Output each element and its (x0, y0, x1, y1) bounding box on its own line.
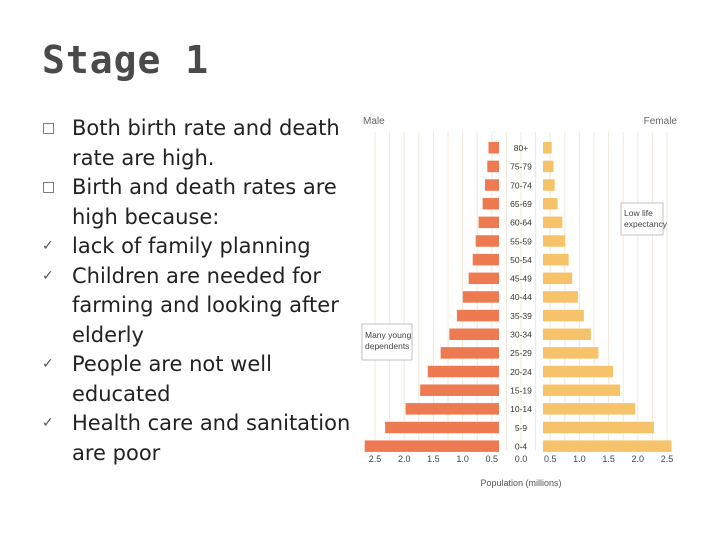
x-tick-label: 0.5 (544, 454, 557, 464)
bullet-text: Birth and death rates are high because: (72, 175, 337, 229)
bullet-text: Health care and sanitation are poor (72, 411, 351, 465)
female-bar (543, 272, 573, 285)
female-bar (543, 440, 672, 452)
female-bar (543, 235, 566, 247)
female-bar (543, 197, 558, 210)
check-bullet-icon: ✓ (42, 238, 54, 254)
bullet-item: ✓ Children are needed for farming and loo… (42, 262, 352, 351)
age-label: 50-54 (510, 255, 532, 265)
male-bar (427, 365, 499, 378)
male-bar (484, 179, 499, 191)
x-tick-label: 0.5 (486, 454, 499, 464)
x-axis-label: Population (millions) (480, 478, 561, 488)
x-tick-label: 2.0 (632, 454, 645, 464)
age-label: 40-44 (510, 292, 532, 302)
age-label: 45-49 (510, 274, 532, 284)
square-bullet-icon: □ (42, 120, 56, 136)
male-bar (468, 272, 499, 285)
bullet-text: People are not well educated (72, 352, 272, 406)
x-tick-label: 2.0 (398, 454, 411, 464)
bullet-item: □ Both birth rate and death rate are high… (42, 114, 352, 173)
check-bullet-icon: ✓ (42, 415, 54, 431)
age-label: 10-14 (510, 404, 532, 414)
male-bar (440, 347, 499, 359)
female-label: Female (644, 116, 678, 127)
female-bar (543, 403, 636, 415)
male-bar (478, 216, 499, 229)
male-bar (456, 309, 499, 322)
female-bar (543, 253, 569, 266)
x-tick-label: 2.5 (661, 454, 674, 464)
x-tick-label: 1.0 (456, 454, 469, 464)
female-bar (543, 384, 621, 396)
age-label: 70-74 (510, 180, 532, 190)
age-label: 65-69 (510, 199, 532, 209)
age-label: 55-59 (510, 236, 532, 246)
age-label: 5-9 (515, 423, 528, 433)
male-bar (488, 142, 499, 154)
x-tick-label: 0.0 (515, 454, 528, 464)
female-bar (543, 160, 554, 173)
bullet-list: □ Both birth rate and death rate are high… (42, 114, 352, 468)
male-bar (475, 235, 499, 247)
x-tick-label: 1.5 (427, 454, 440, 464)
male-label: Male (363, 116, 385, 127)
check-bullet-icon: ✓ (42, 267, 54, 284)
age-label: 60-64 (510, 218, 532, 228)
callout-text: Many young dependents (365, 330, 412, 351)
bullet-text: lack of family planning (72, 234, 311, 258)
female-bar (543, 328, 591, 340)
bullet-text: Children are needed for farming and look… (72, 263, 339, 347)
bullet-text: Both birth rate and death rate are high. (72, 116, 340, 170)
female-bar (543, 347, 599, 359)
age-label: 0-4 (515, 441, 528, 451)
callout-box (361, 323, 413, 361)
bullet-item: ✓ Health care and sanitation are poor (42, 409, 352, 468)
square-bullet-icon: □ (42, 179, 56, 195)
age-label: 15-19 (510, 385, 532, 395)
bars (364, 142, 672, 452)
male-bar (405, 403, 499, 415)
age-labels: 80+ 75-79 70-74 65-69 60-64 55-59 50-54 45-49 40… (510, 143, 532, 451)
low-life-expectancy-callout: Low life expectancy (620, 202, 668, 236)
bullet-item: ✓ People are not well educated (42, 350, 352, 409)
slide-title: Stage 1 (42, 38, 210, 82)
female-bar (543, 291, 579, 303)
population-pyramid-chart: 80+ 75-79 70-74 65-69 60-64 55-59 50-54 45-49 40… (353, 102, 689, 498)
male-bar (420, 384, 499, 396)
female-bar (543, 309, 584, 322)
age-label: 80+ (514, 143, 528, 153)
age-label: 35-39 (510, 311, 532, 321)
x-axis-ticks: 2.5 2.0 1.5 1.0 0.5 0.0 0.5 1.0 1.5 2.0 2.5 (369, 454, 674, 464)
bullet-item: ✓ lack of family planning (42, 232, 352, 262)
male-bar (449, 328, 499, 340)
male-bar (364, 440, 499, 452)
callout-text: Low life expectancy (624, 208, 668, 229)
female-bar (543, 421, 654, 434)
male-bar (462, 291, 499, 303)
male-bar (385, 421, 499, 434)
x-tick-label: 1.0 (573, 454, 586, 464)
female-bar (543, 216, 563, 229)
male-bar (472, 253, 499, 266)
age-label: 25-29 (510, 348, 532, 358)
age-label: 75-79 (510, 162, 532, 172)
check-bullet-icon: ✓ (42, 356, 54, 372)
bullet-item: □ Birth and death rates are high because: (42, 173, 352, 232)
male-bar (482, 197, 499, 210)
female-bar (543, 179, 555, 191)
x-tick-label: 2.5 (369, 454, 382, 464)
male-bar (487, 160, 499, 173)
age-label: 20-24 (510, 367, 532, 377)
female-bar (543, 142, 552, 154)
female-bar (543, 365, 614, 378)
many-young-dependents-callout: Many young dependents (361, 323, 413, 361)
x-tick-label: 1.5 (602, 454, 615, 464)
callout-box (620, 202, 664, 236)
age-label: 30-34 (510, 330, 532, 340)
